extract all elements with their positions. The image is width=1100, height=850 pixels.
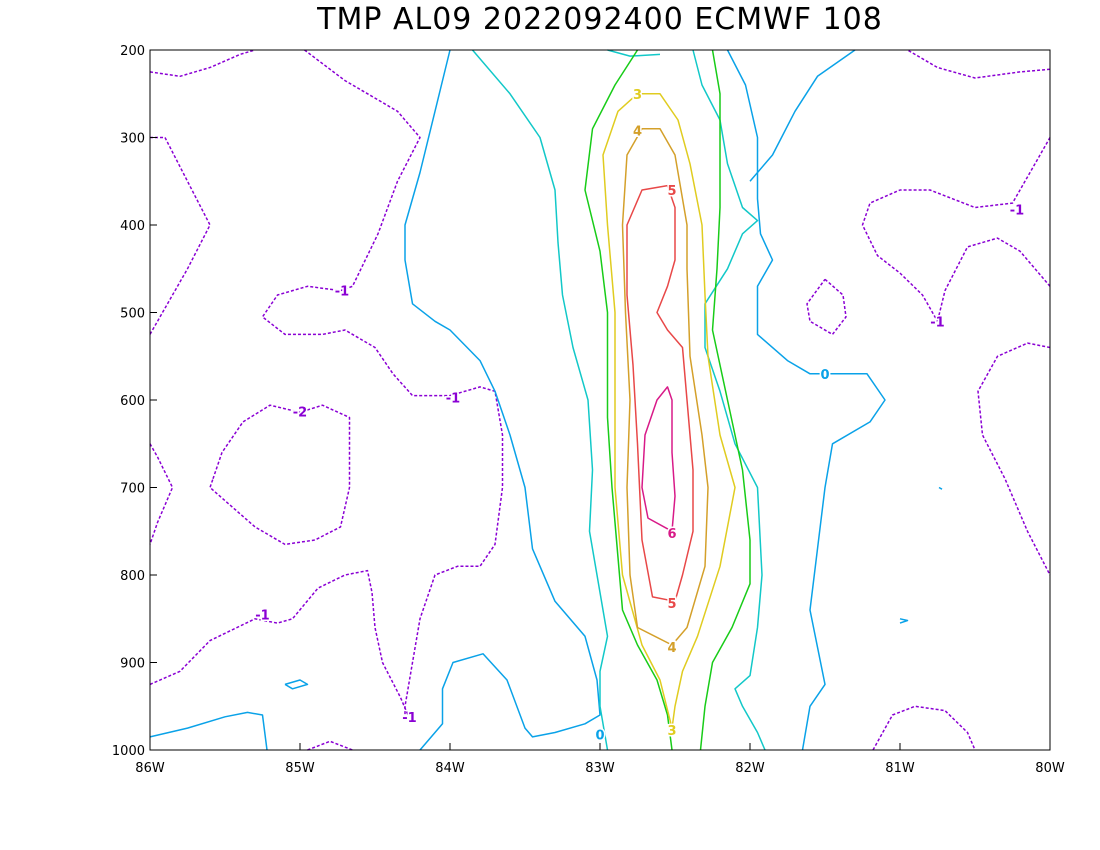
x-tick-label-0: 86W [135, 761, 165, 776]
y-tick-label-4: 600 [120, 394, 145, 409]
contour-line-level-3-0 [602, 93, 736, 729]
contour-line-level-neg1-0 [149, 49, 256, 78]
contour-line-level-0-2 [404, 49, 601, 751]
contour-line-level-neg1-8 [806, 278, 847, 336]
contour-line-level-2-0 [584, 49, 673, 751]
contour-lines [149, 49, 1051, 751]
contour-label-11: 4 [633, 125, 642, 140]
contour-line-level-2-1 [699, 49, 751, 751]
contour-line-level-0-3 [726, 49, 886, 751]
contour-label-15: 6 [667, 527, 676, 542]
contour-line-level-neg1-5 [307, 740, 353, 751]
chart-title: TMP AL09 2022092400 ECMWF 108 [317, 2, 883, 37]
contour-label-6: -1 [930, 315, 944, 330]
y-tick-label-6: 800 [120, 569, 145, 584]
contour-line-level-neg1-7 [936, 237, 1051, 322]
contour-line-level-0-0 [149, 711, 268, 751]
contour-line-level-neg2-0 [209, 404, 351, 546]
contour-label-1: -1 [335, 285, 349, 300]
contour-label-4: -1 [402, 711, 416, 726]
contour-label-2: -1 [446, 391, 460, 406]
contour-line-level-0-5 [938, 486, 943, 490]
contour-line-level-0-1 [284, 679, 309, 690]
x-tick-label-5: 81W [885, 761, 915, 776]
y-tick-label-2: 400 [120, 219, 145, 234]
contour-line-level-0-6 [899, 618, 909, 624]
x-tick-label-2: 84W [435, 761, 465, 776]
contour-label-12: 4 [667, 641, 676, 656]
plot-frame [149, 49, 1051, 751]
contour-line-level-neg1-6 [861, 137, 1051, 322]
contour-label-3: -1 [255, 608, 269, 623]
contour-line-level-5-0 [626, 184, 694, 603]
y-tick-label-7: 900 [120, 657, 145, 672]
x-tick-label-6: 80W [1035, 761, 1065, 776]
contour-line-level-1-0 [471, 49, 609, 751]
x-tick-label-4: 82W [735, 761, 765, 776]
contour-label-14: 5 [667, 597, 676, 612]
contour-line-level-neg1-11 [872, 705, 976, 751]
contour-label-13: 5 [667, 184, 676, 199]
contour-line-level-neg1-2 [149, 443, 174, 545]
x-axis: 86W 85W 84W 83W 82W 81W 80W [135, 743, 1065, 776]
y-tick-label-8: 1000 [112, 744, 145, 759]
y-tick-label-3: 500 [120, 307, 145, 322]
y-axis: 200 300 400 500 600 700 800 900 1000 [112, 44, 157, 759]
contour-line-level-1-2 [607, 49, 661, 57]
contour-label-8: 0 [820, 368, 829, 383]
contour-line-level-1-1 [692, 49, 766, 751]
contour-line-level-neg1-3 [261, 49, 504, 715]
contour-line-level-neg1-9 [977, 342, 1051, 576]
contour-label-5: -1 [1010, 203, 1024, 218]
x-tick-label-1: 85W [285, 761, 315, 776]
contour-line-level-4-0 [621, 128, 709, 646]
contour-line-level-neg1-1 [149, 136, 211, 335]
contour-line-level-0-4 [749, 49, 856, 182]
y-tick-label-5: 700 [120, 482, 145, 497]
contour-label-9: 3 [633, 88, 642, 103]
contour-line-level-neg1-10 [907, 49, 1051, 79]
contour-label-10: 3 [667, 724, 676, 739]
y-tick-label-1: 300 [120, 132, 145, 147]
contour-line-level-6-0 [641, 386, 676, 532]
contour-line-level-neg1-4 [149, 569, 409, 716]
contour-label-7: 0 [595, 728, 604, 743]
contour-label-0: -2 [293, 405, 307, 420]
y-tick-label-0: 200 [120, 44, 145, 59]
x-tick-label-3: 83W [585, 761, 615, 776]
contour-labels: -2 -1 -1 -1 -1 -1 -1 0 0 3 3 4 4 5 5 6 [254, 86, 1026, 744]
